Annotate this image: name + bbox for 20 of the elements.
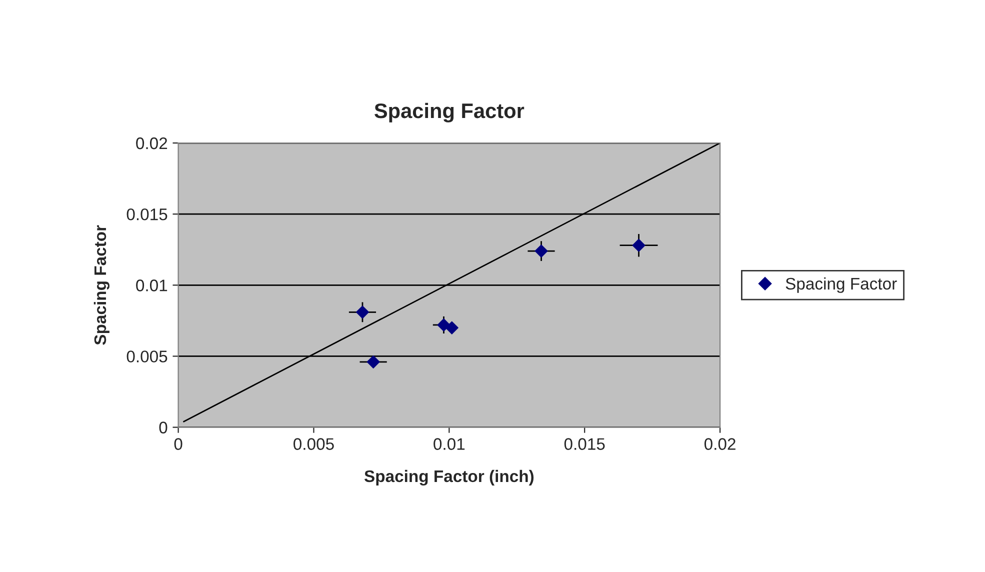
point: [366, 355, 380, 368]
point: [356, 306, 370, 319]
point: [437, 318, 450, 332]
point: [632, 238, 646, 252]
x-tick-label: 0: [174, 438, 182, 450]
point: [534, 244, 548, 258]
y-axis-title: Spacing Factor: [94, 225, 110, 345]
y-tick-label: 0.02: [136, 137, 168, 150]
y-tick-label: 0.01: [136, 280, 168, 292]
chart-title: Spacing Factor: [374, 102, 524, 122]
x-tick-label: 0.01: [434, 438, 465, 450]
x-tick-label: 0.015: [564, 438, 605, 450]
x-axis-title: Spacing Factor (inch): [364, 470, 534, 486]
x-tick-label: 0.005: [294, 438, 334, 450]
point: [445, 321, 458, 334]
legend-label: Spacing Factor: [786, 277, 897, 293]
y-tick-label: 0.015: [126, 208, 168, 220]
y-tick-label: 0.005: [126, 350, 168, 362]
y-tick-label: 0: [159, 422, 168, 434]
x-tick-label: 0.02: [704, 438, 736, 450]
